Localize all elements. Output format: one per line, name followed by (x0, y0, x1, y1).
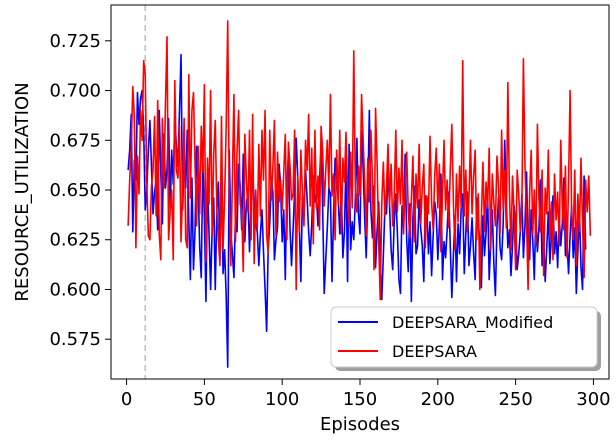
y-tick-label: 0.575 (49, 329, 101, 350)
legend-label-deepsara-modified: DEEPSARA_Modified (392, 313, 553, 333)
legend-box (330, 306, 598, 368)
x-tick-label: 300 (576, 389, 610, 410)
y-tick-label: 0.600 (49, 279, 101, 300)
legend: DEEPSARA_Modified DEEPSARA (330, 306, 601, 371)
y-tick-label: 0.625 (49, 230, 101, 251)
x-axis-title: Episodes (320, 414, 400, 435)
x-tick-label: 200 (421, 389, 455, 410)
y-tick-label: 0.725 (49, 31, 101, 52)
y-tick-label: 0.675 (49, 130, 101, 151)
y-tick-label: 0.700 (49, 81, 101, 102)
legend-label-deepsara: DEEPSARA (392, 342, 477, 361)
series-line-deepsara (127, 20, 592, 301)
series-layer (127, 20, 592, 368)
plot-area (127, 5, 592, 379)
x-tick-label: 0 (121, 389, 132, 410)
y-tick-label: 0.650 (49, 180, 101, 201)
x-tick-label: 50 (193, 389, 216, 410)
x-axis-ticks: 0 50 100 150 200 250 300 (121, 379, 611, 410)
x-tick-label: 150 (343, 389, 377, 410)
x-tick-label: 250 (498, 389, 532, 410)
y-axis-title: RESOURCE_UTILIZATION (12, 82, 33, 301)
y-axis-ticks: 0.575 0.600 0.625 0.650 0.675 0.700 0.725 (49, 31, 111, 350)
x-tick-label: 100 (265, 389, 299, 410)
series-line-deepsara-modified (127, 53, 587, 368)
